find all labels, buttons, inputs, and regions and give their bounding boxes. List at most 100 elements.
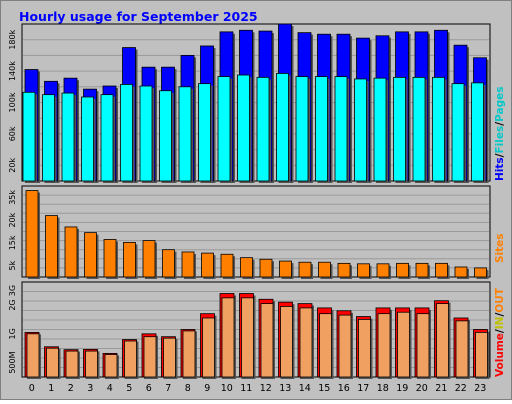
kbout-bar	[46, 347, 59, 378]
sites-bar	[142, 240, 156, 278]
y-tick-label: 20k	[8, 158, 17, 173]
y-tick-label: 35k	[8, 190, 17, 205]
sites-bar	[201, 252, 214, 278]
kbout-bar	[260, 303, 274, 378]
legend-volume-in-out-item: OUT	[494, 287, 506, 312]
legend-hits-files-pages-separator: /	[494, 122, 506, 126]
kbout-bar	[182, 330, 196, 378]
sites-bar	[435, 262, 448, 278]
kbout-bar	[358, 319, 371, 378]
sites-bar	[318, 261, 331, 278]
y-tick-label: 500M	[8, 351, 17, 373]
kbout-bar	[436, 303, 449, 378]
y-tick-label: 3G	[8, 285, 17, 296]
legend-hits-files-pages-item: Pages	[494, 87, 506, 122]
sites-bar	[415, 262, 429, 278]
y-tick-label: 60k	[8, 126, 17, 141]
kbout-bar	[85, 350, 98, 378]
sites-bar	[123, 242, 136, 278]
files-bar	[334, 76, 348, 182]
files-bar	[412, 76, 426, 182]
x-tick-label: 16	[338, 383, 350, 394]
sites-bar	[45, 215, 58, 278]
y-tick-label: 15k	[8, 235, 17, 250]
x-tick-label: 3	[87, 383, 93, 394]
y-tick-label: 140k	[8, 61, 17, 81]
x-tick-label: 20	[416, 383, 428, 394]
files-bar	[237, 74, 250, 182]
legend-hits-files-pages-item: Files	[494, 126, 506, 154]
x-tick-label: 11	[240, 383, 252, 394]
kbout-bar	[104, 354, 118, 378]
sites-bar	[298, 261, 312, 278]
x-tick-label: 21	[435, 383, 447, 394]
legend-hits-files-pages: Hits/Files/Pages	[494, 87, 506, 181]
sites-bar	[220, 253, 234, 278]
y-tick-label: 100k	[8, 92, 17, 112]
files-bar	[315, 76, 328, 182]
files-bar	[81, 96, 94, 182]
legend-volume-in-out-separator: /	[494, 329, 506, 333]
sites-bar	[357, 263, 370, 278]
files-bar	[139, 85, 153, 182]
sites-bar	[376, 263, 390, 278]
kbout-bar	[299, 307, 313, 378]
kbout-bar	[241, 297, 254, 378]
files-bar	[61, 92, 75, 182]
files-bar	[354, 78, 367, 182]
kbout-bar	[26, 333, 40, 378]
sites-bar	[103, 239, 117, 278]
legend-hits-files-pages-separator: /	[494, 153, 506, 157]
files-bar	[373, 77, 387, 182]
x-tick-label: 14	[299, 383, 311, 394]
kbout-bar	[124, 340, 137, 378]
sites-bar	[474, 267, 487, 278]
kbout-bar	[202, 317, 215, 378]
legend-volume-in-out: Volume/IN/OUT	[494, 287, 506, 377]
sites-bar	[279, 260, 292, 278]
x-tick-label: 10	[221, 383, 233, 394]
legend-volume-in-out-separator: /	[494, 313, 506, 317]
kbout-bar	[475, 331, 488, 378]
x-tick-label: 18	[377, 383, 389, 394]
files-bar	[256, 76, 270, 182]
x-tick-label: 22	[455, 383, 467, 394]
sites-bar	[162, 249, 175, 278]
kbout-bar	[65, 350, 79, 378]
kbout-bar	[143, 336, 157, 378]
files-bar	[217, 76, 231, 182]
x-tick-label: 17	[357, 383, 369, 394]
legend-volume-in-out-item: IN	[494, 317, 506, 330]
kbout-bar	[221, 297, 235, 378]
files-bar	[295, 76, 309, 182]
sites-bar	[25, 190, 39, 278]
files-bar	[22, 91, 36, 182]
sites-bar	[181, 251, 195, 278]
x-tick-label: 6	[146, 383, 152, 394]
files-bar	[178, 86, 192, 182]
x-tick-label: 8	[185, 383, 191, 394]
sites-bar	[64, 226, 78, 278]
files-bar	[159, 90, 172, 182]
sites-bar	[240, 257, 253, 278]
x-tick-label: 13	[279, 383, 291, 394]
files-bar	[432, 76, 445, 182]
chart-title: Hourly usage for September 2025	[19, 9, 258, 24]
x-tick-label: 4	[107, 383, 113, 394]
legend-hits-files-pages-item: Hits	[494, 157, 506, 181]
x-tick-label: 7	[165, 383, 171, 394]
kbout-bar	[455, 320, 469, 378]
x-tick-label: 19	[396, 383, 408, 394]
kbout-bar	[280, 306, 293, 378]
panel-volume: 500M 1G 2G 3G	[8, 281, 491, 379]
files-bar	[198, 83, 211, 182]
y-tick-label: 5k	[8, 260, 17, 270]
legend-sites: Sites	[494, 233, 506, 263]
kbout-bar	[397, 311, 410, 378]
sites-bar	[396, 262, 409, 278]
kbout-bar	[377, 313, 391, 378]
x-axis-hour-labels: 0 1 2 3 4 5 6 7 8 9 10 11 12 13 14 15 16 17 18 19 20 21 22 23	[29, 383, 487, 394]
files-bar	[276, 73, 289, 182]
